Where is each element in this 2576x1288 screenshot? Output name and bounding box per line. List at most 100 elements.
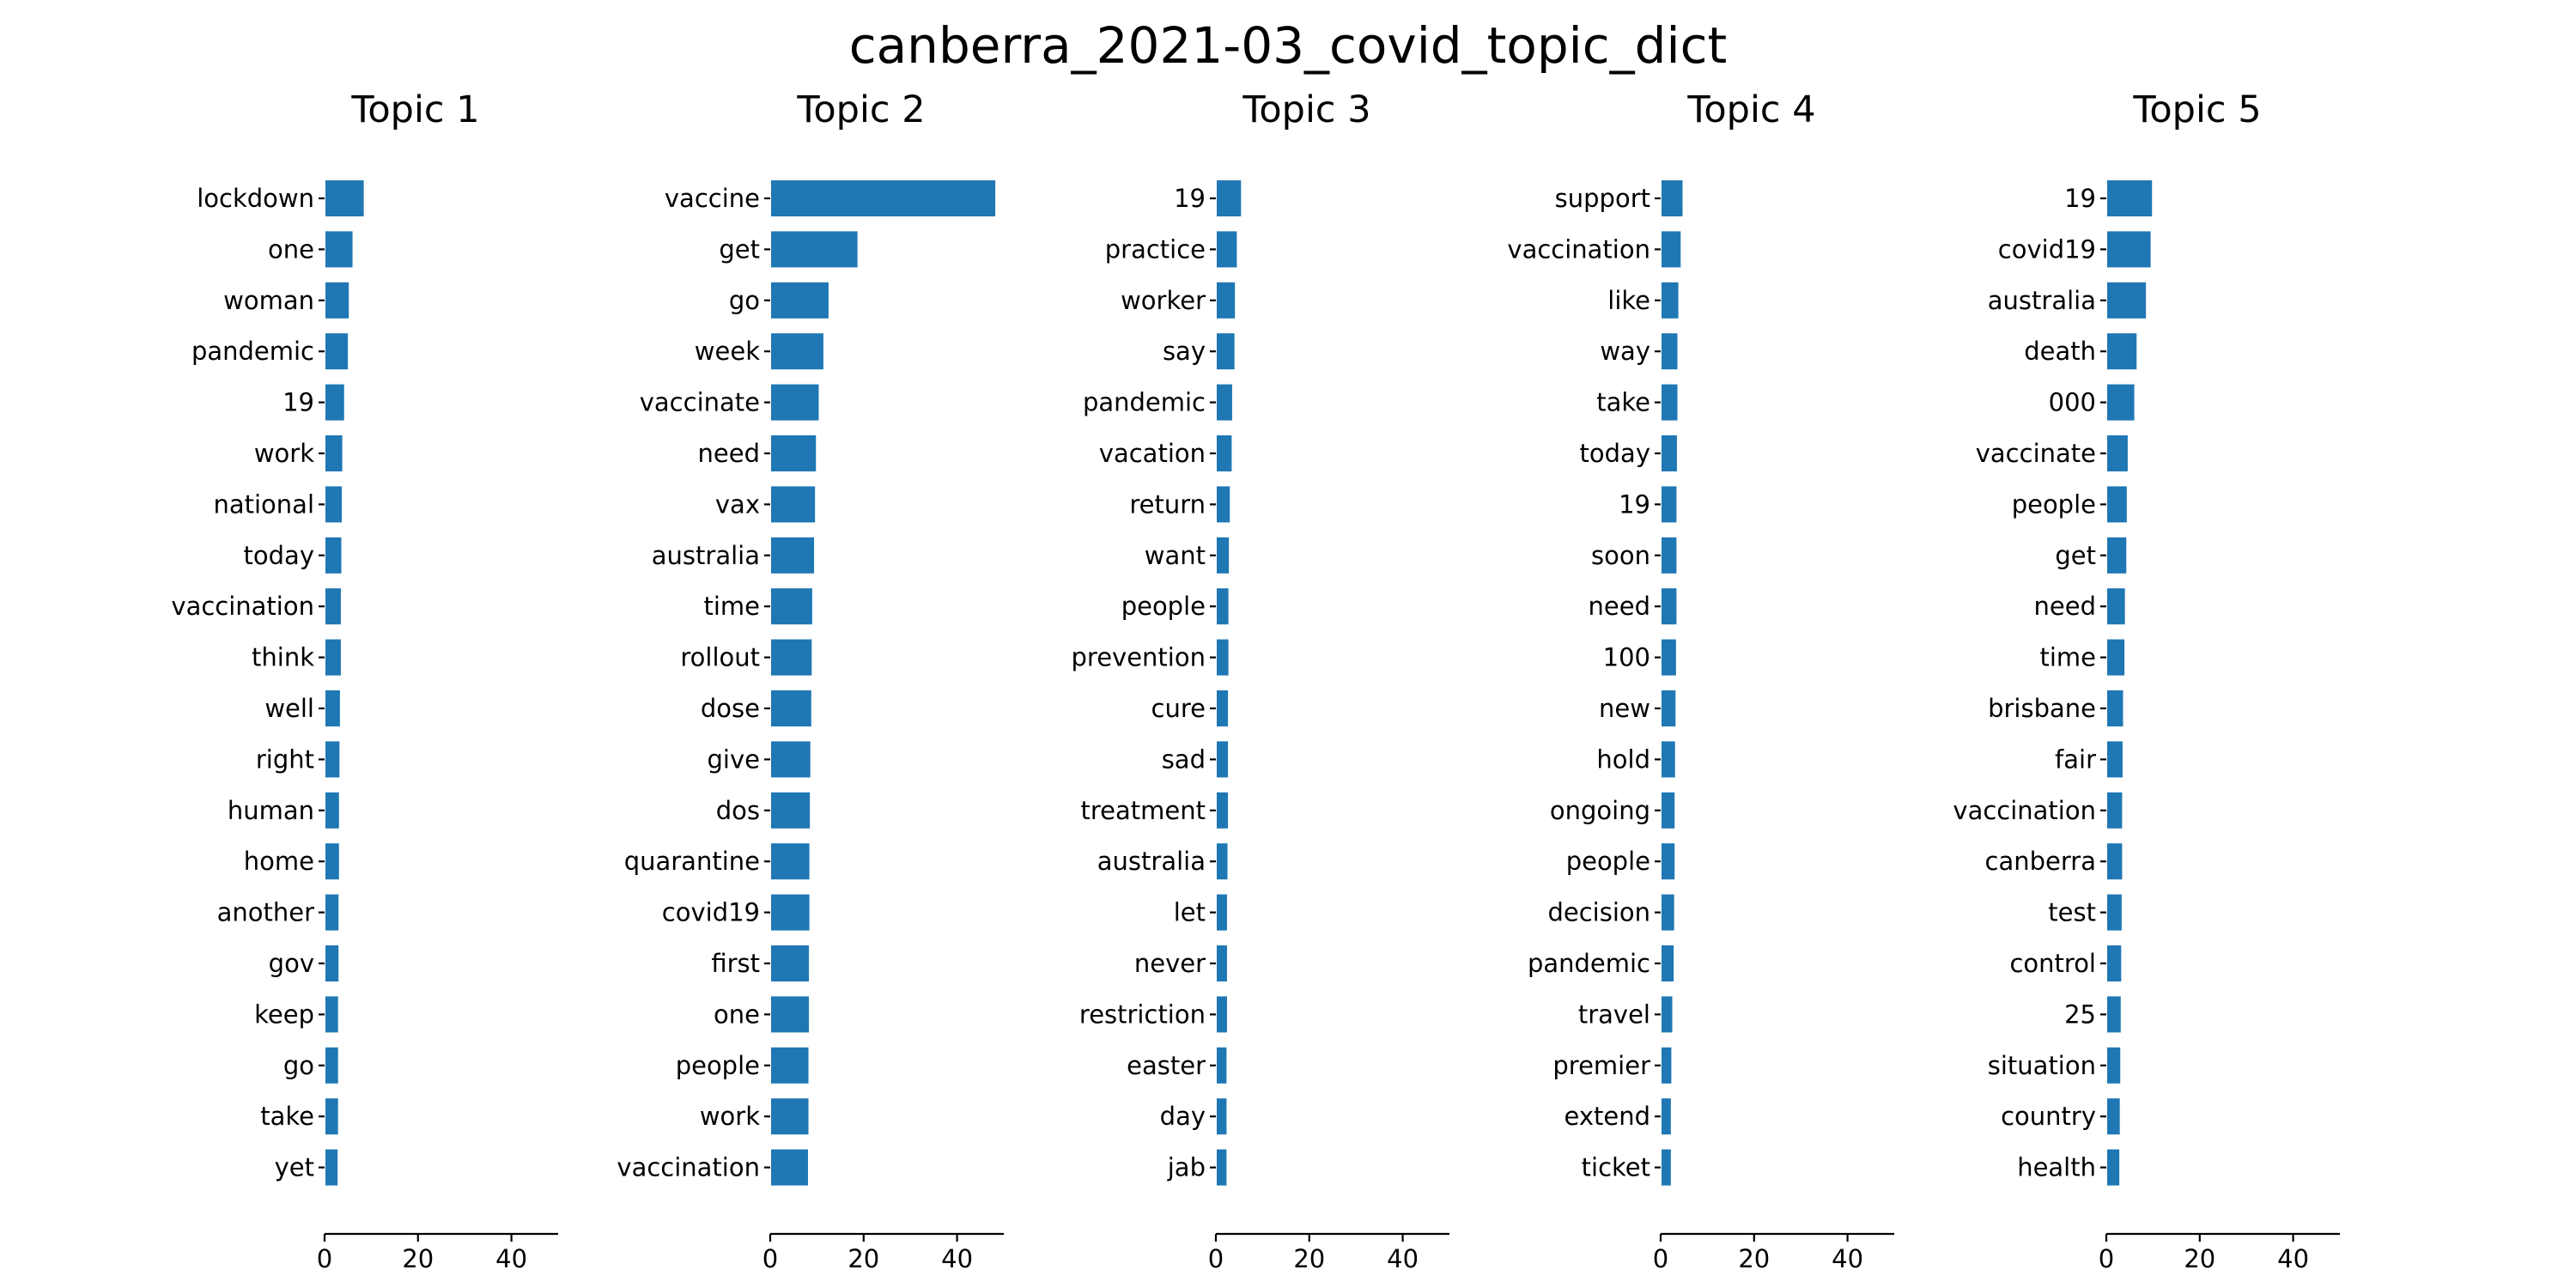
category-label: get [719, 234, 760, 264]
category-label: covid19 [662, 898, 760, 927]
category-label: practice [1105, 234, 1206, 264]
bar [1217, 639, 1229, 676]
category-label: never [1134, 949, 1206, 978]
category-label: people [1566, 847, 1650, 876]
bar [1217, 1047, 1227, 1084]
bar [771, 843, 810, 880]
bar [1217, 486, 1230, 523]
category-label: vax [715, 489, 760, 519]
category-label: 19 [1174, 184, 1206, 213]
bar [325, 1047, 338, 1084]
category-label: want [1145, 541, 1206, 570]
bar [325, 1098, 338, 1135]
category-label: decision [1547, 898, 1650, 927]
bar [1217, 1098, 1227, 1135]
bar [1217, 435, 1232, 471]
bar [2107, 1047, 2121, 1084]
bar [325, 843, 339, 880]
bar [1662, 435, 1677, 471]
category-label: australia [1097, 847, 1206, 876]
category-label: people [676, 1051, 760, 1080]
bar [771, 1149, 808, 1186]
category-label: well [264, 694, 314, 723]
topic-panel-1: Topic 1 lockdown one woman pandemic 19 work nat… [171, 88, 558, 1273]
bar [2107, 843, 2123, 880]
category-label: let [1174, 898, 1206, 927]
bar [1217, 588, 1229, 625]
category-label: people [1121, 592, 1206, 621]
category-label: travel [1578, 999, 1650, 1029]
bar [325, 945, 339, 981]
bar [1217, 282, 1236, 319]
bar [2107, 486, 2127, 523]
x-tick-label: 0 [762, 1244, 778, 1273]
x-tick-label: 20 [2184, 1244, 2215, 1273]
category-label: time [703, 592, 760, 621]
category-label: human [228, 796, 314, 825]
category-label: fair [2055, 744, 2096, 774]
category-label: 19 [283, 388, 314, 417]
bar [2107, 996, 2121, 1033]
bar [2107, 180, 2153, 216]
bar [771, 282, 829, 319]
bar [771, 1047, 809, 1084]
figure-title: canberra_2021-03_covid_topic_dict [848, 16, 1728, 75]
bar [771, 945, 810, 981]
bar [771, 537, 815, 574]
category-label: go [283, 1051, 314, 1080]
x-tick-label: 0 [1208, 1244, 1224, 1273]
bar [771, 588, 812, 625]
category-label: vacation [1099, 439, 1206, 468]
category-label: sad [1162, 744, 1206, 774]
bar [325, 333, 349, 370]
category-label: new [1599, 694, 1650, 723]
bar [325, 792, 339, 829]
category-label: home [244, 847, 314, 876]
panel-title: Topic 4 [1686, 88, 1815, 131]
x-tick-label: 20 [402, 1244, 434, 1273]
category-label: jab [1167, 1153, 1206, 1182]
topic-panel-5: Topic 5 19 covid19 australia death 000 vaccina… [1953, 88, 2340, 1273]
bar [1662, 894, 1674, 931]
category-label: another [217, 898, 314, 927]
category-label: people [2012, 489, 2096, 519]
bar [2107, 435, 2128, 471]
bar [325, 282, 349, 319]
x-tick-label: 20 [1293, 1244, 1325, 1273]
category-label: country [2001, 1102, 2096, 1131]
category-label: quarantine [624, 847, 760, 876]
bar [1662, 588, 1677, 625]
category-label: rollout [680, 643, 760, 672]
category-label: like [1607, 286, 1650, 315]
bar [1662, 384, 1678, 421]
category-label: vaccination [171, 592, 314, 621]
category-label: think [252, 643, 314, 672]
bar [1217, 231, 1237, 268]
category-label: need [1589, 592, 1650, 621]
bar [1662, 537, 1677, 574]
bar [1662, 1098, 1671, 1135]
category-label: vaccination [1953, 796, 2096, 825]
category-label: 19 [2064, 184, 2096, 213]
category-label: gov [269, 949, 314, 978]
category-label: woman [223, 286, 314, 315]
bar [1217, 741, 1229, 778]
bar [1662, 639, 1676, 676]
category-label: australia [652, 541, 760, 570]
topic-panel-4: Topic 4 support vaccination like way take toda… [1507, 88, 1894, 1273]
bar [2107, 741, 2123, 778]
bar [2107, 333, 2137, 370]
topic-panel-3: Topic 3 19 practice worker say pandemic vacati… [1072, 88, 1449, 1273]
x-tick-label: 0 [317, 1244, 332, 1273]
bar [771, 741, 811, 778]
bar [325, 741, 340, 778]
bar [1662, 282, 1679, 319]
bar [2107, 639, 2125, 676]
x-tick-label: 0 [1653, 1244, 1668, 1273]
category-label: 100 [1603, 643, 1650, 672]
x-tick-label: 40 [941, 1244, 973, 1273]
bar [325, 996, 338, 1033]
category-label: pandemic [1528, 949, 1650, 978]
bar [1217, 894, 1227, 931]
bar [771, 384, 819, 421]
